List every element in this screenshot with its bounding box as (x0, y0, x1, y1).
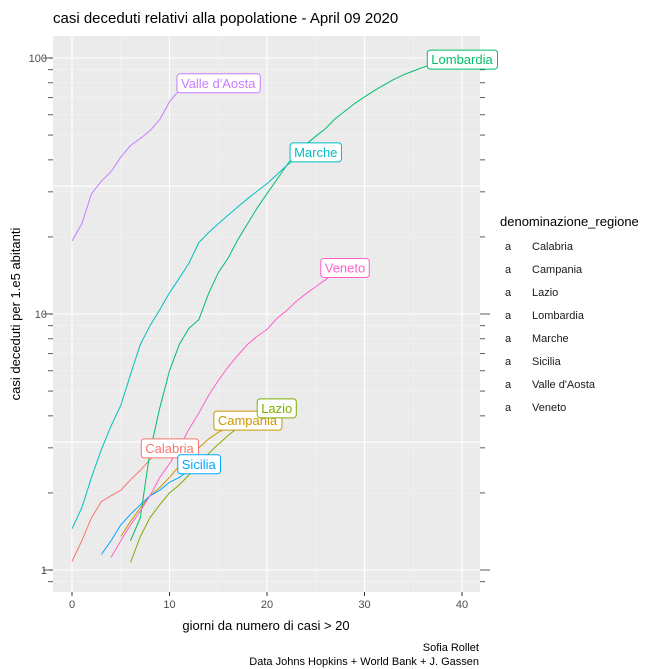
end-label-text: Lazio (261, 401, 292, 416)
end-label-lazio: Lazio (256, 398, 297, 419)
y-tick-label: 10 (35, 309, 47, 321)
legend-item-label: Lazio (532, 287, 558, 299)
end-label-sicilia: Sicilia (177, 454, 221, 475)
end-label-text: Calabria (145, 441, 194, 456)
legend-item-label: Lombardia (532, 310, 585, 322)
end-label-valle-d-aosta: Valle d'Aosta (176, 73, 261, 94)
caption-author: Sofia Rollet (423, 642, 479, 654)
legend-key: a (505, 241, 512, 253)
end-label-box (320, 257, 370, 278)
end-label-box (176, 73, 261, 94)
end-label-text: Veneto (325, 260, 366, 275)
series-line-marche (71, 151, 316, 529)
y-axis-title: casi deceduti per 1.e5 abitanti (8, 228, 23, 401)
legend-key: a (505, 356, 512, 368)
end-label-veneto: Veneto (320, 257, 370, 278)
end-label-marche: Marche (289, 142, 342, 163)
end-label-box (256, 398, 297, 419)
legend-item-label: Veneto (532, 402, 566, 414)
legend-item-label: Campania (532, 264, 583, 276)
legend-key: a (505, 287, 512, 299)
legend-key: a (505, 264, 512, 276)
legend-item-label: Valle d'Aosta (532, 379, 596, 391)
end-label-calabria: Calabria (140, 438, 199, 459)
end-label-text: Sicilia (182, 457, 217, 472)
chart-title: casi deceduti relativi alla popolatione … (53, 10, 398, 27)
legend-item-label: Calabria (532, 241, 574, 253)
end-label-text: Lombardia (431, 52, 493, 67)
end-label-box (177, 454, 221, 475)
x-tick-label: 30 (358, 599, 370, 611)
y-tick-label: 1 (41, 565, 47, 577)
x-axis: 0 10 20 30 40 (69, 592, 468, 611)
grid-major (53, 36, 480, 592)
end-label-box (289, 142, 342, 163)
legend-title: denominazione_regione (500, 214, 639, 229)
legend-item-label: Sicilia (532, 356, 562, 368)
legend-key: a (505, 402, 512, 414)
legend-key: a (505, 379, 512, 391)
legend-key: a (505, 333, 512, 345)
end-label-box (140, 438, 199, 459)
legend: denominazione_regione a Calabria a Campania… (500, 214, 639, 414)
legend-item-label: Marche (532, 333, 569, 345)
series-line-veneto (110, 266, 346, 558)
y-axis: 1 10 100 (29, 53, 53, 577)
end-labels: CalabriaCampaniaLazioLombardiaMarcheSici… (140, 49, 498, 475)
x-tick-label: 10 (163, 599, 175, 611)
y-tick-label: 100 (29, 53, 47, 65)
x-tick-label: 40 (456, 599, 468, 611)
x-tick-label: 20 (261, 599, 273, 611)
x-tick-label: 0 (69, 599, 75, 611)
end-label-text: Valle d'Aosta (181, 76, 256, 91)
end-label-lombardia: Lombardia (426, 49, 498, 70)
x-axis-title: giorni da numero di casi > 20 (182, 618, 349, 633)
caption-source: Data Johns Hopkins + World Bank + J. Gas… (249, 656, 479, 668)
end-label-box (426, 49, 498, 70)
legend-key: a (505, 310, 512, 322)
end-label-text: Marche (294, 145, 337, 160)
